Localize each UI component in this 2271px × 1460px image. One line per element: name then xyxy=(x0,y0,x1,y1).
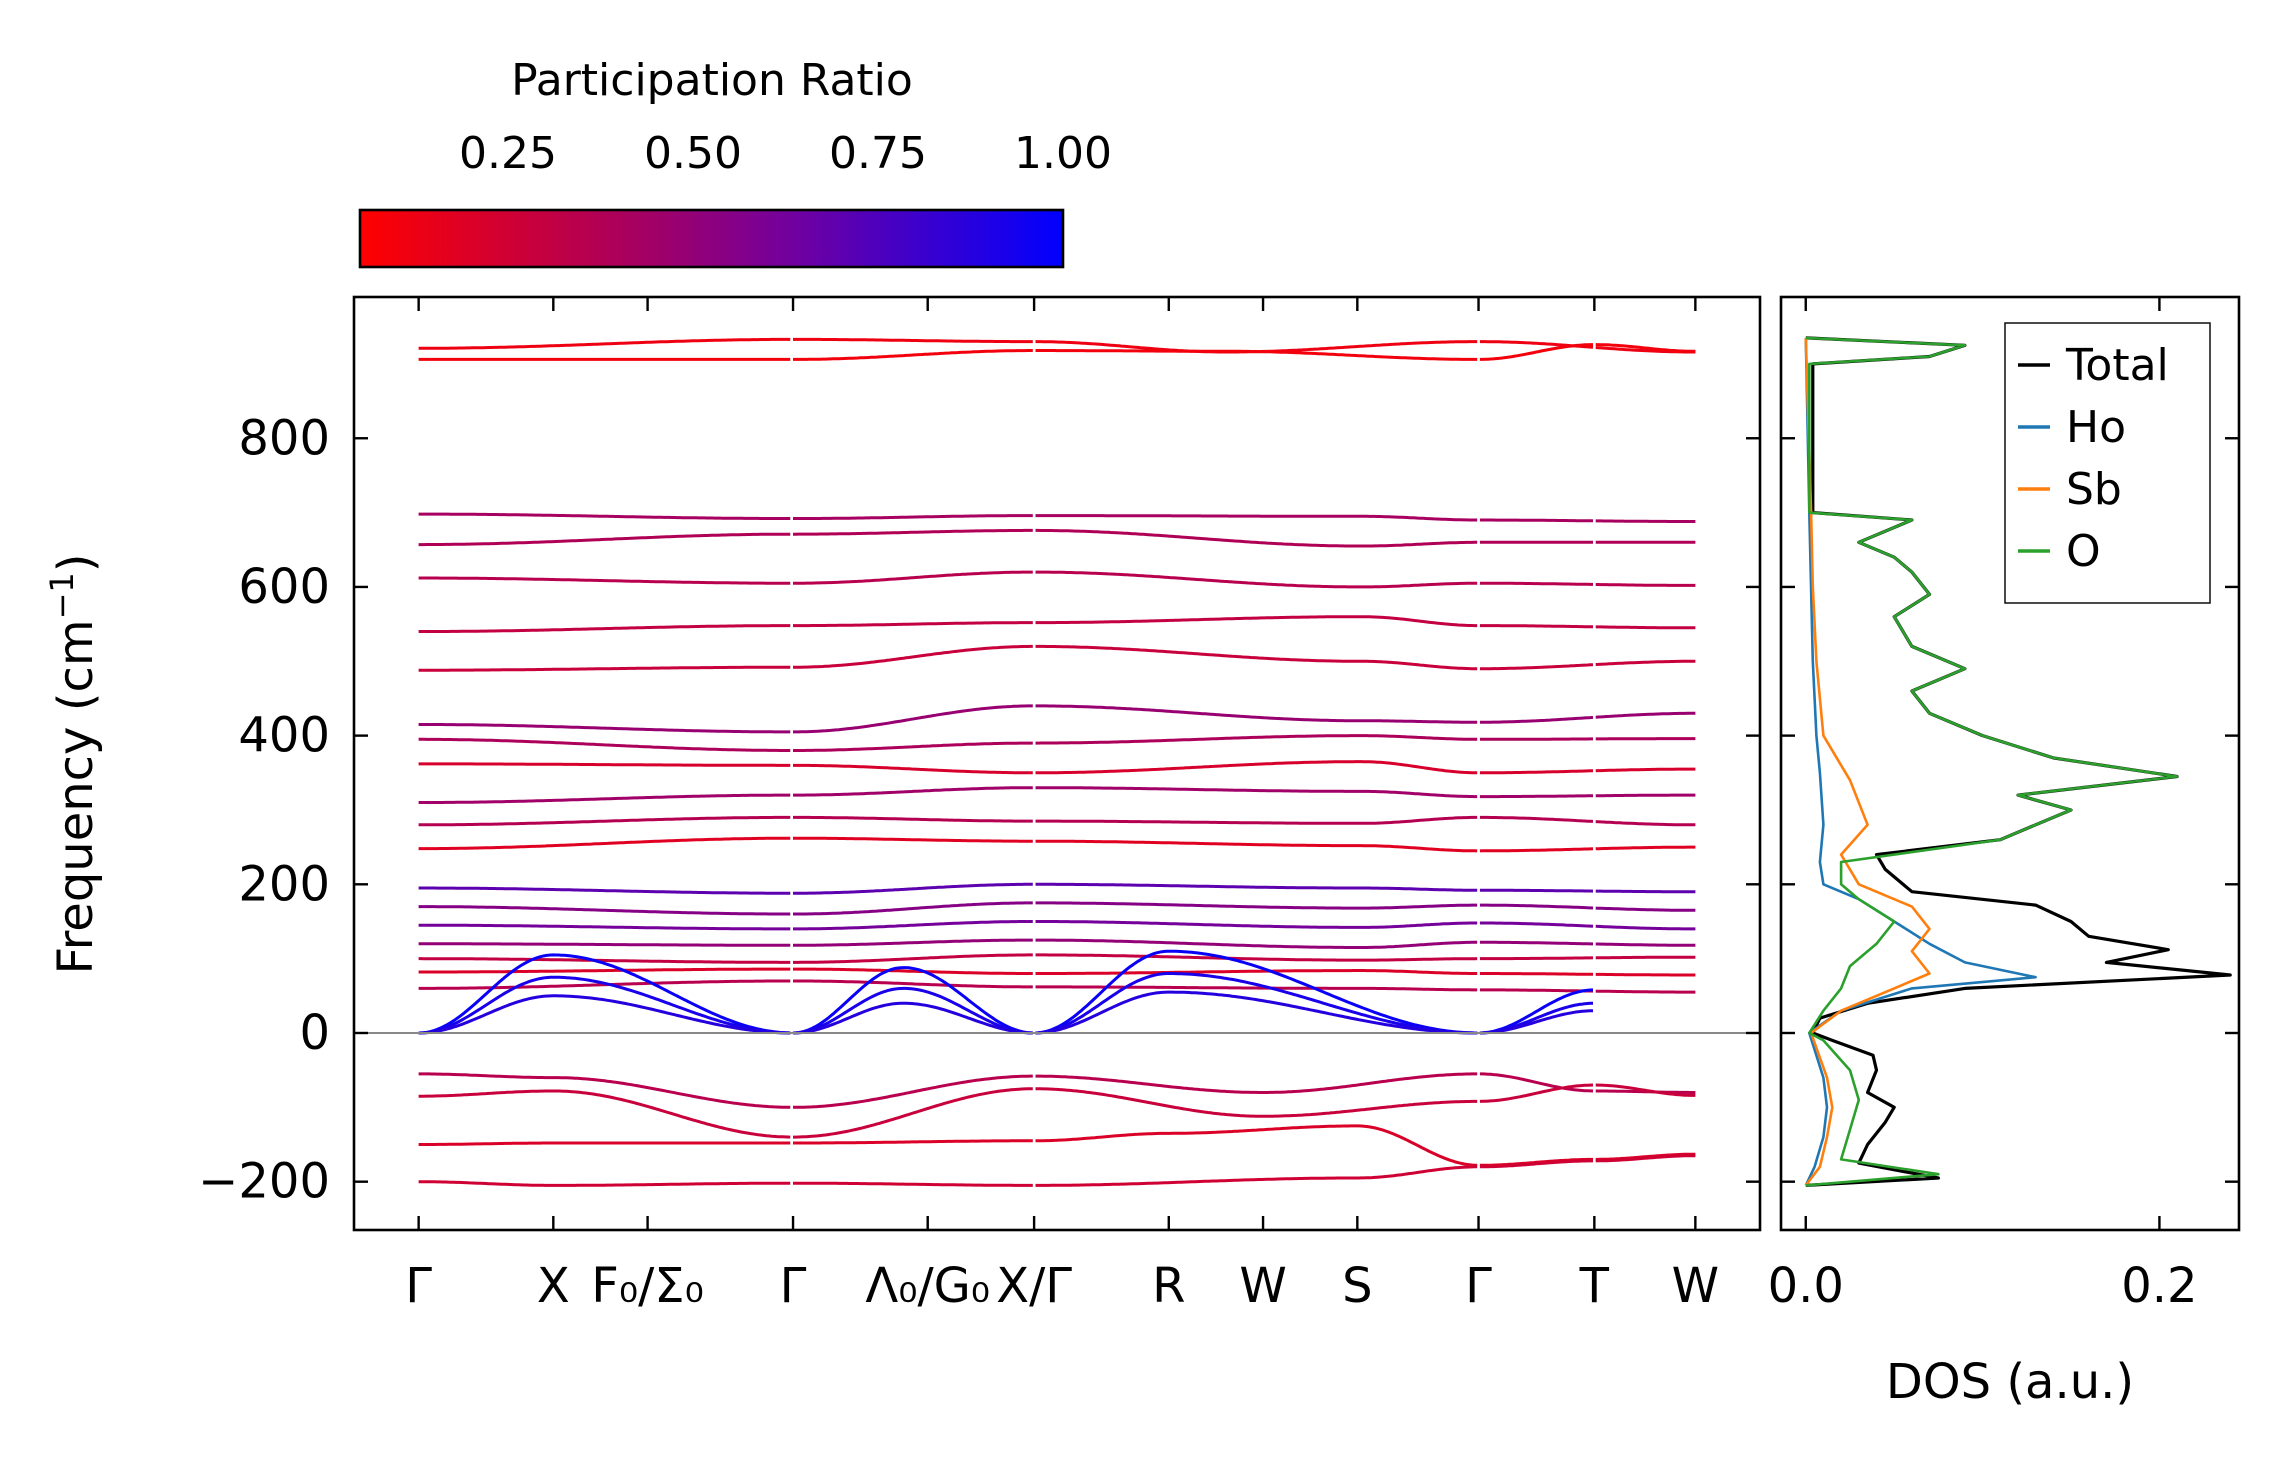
dos-line-o xyxy=(1805,336,2179,1187)
colorbar-title: Participation Ratio xyxy=(511,55,913,106)
legend-label: Sb xyxy=(2066,464,2122,515)
band-line xyxy=(418,920,1696,931)
path-label: Γ xyxy=(780,1258,807,1314)
path-label: X xyxy=(537,1258,570,1314)
y-tick-label: 200 xyxy=(238,856,330,912)
y-tick-label: 600 xyxy=(238,559,330,615)
band-line xyxy=(418,343,1696,361)
colorbar-tick-label: 1.00 xyxy=(1014,128,1112,179)
band-line xyxy=(418,949,1594,1035)
dos-axes-frame xyxy=(1779,295,2241,1232)
path-label: F₀/Σ₀ xyxy=(591,1258,704,1314)
band-line xyxy=(418,644,1696,672)
colorbar-tick-label: 0.25 xyxy=(459,128,557,179)
path-label: Λ₀/G₀ xyxy=(865,1258,990,1314)
path-label: W xyxy=(1672,1258,1719,1314)
colorbar-ticks: 0.25 0.50 0.75 1.00 xyxy=(459,128,1112,267)
path-label: S xyxy=(1342,1258,1372,1314)
dos-legend: Total Ho Sb O xyxy=(2004,322,2211,604)
dos-x-tick-label: 0.0 xyxy=(1768,1258,1844,1314)
band-line xyxy=(418,615,1696,633)
band-line xyxy=(418,979,1696,994)
colorbar-tick-label: 0.50 xyxy=(644,128,742,179)
band-line xyxy=(418,836,1696,853)
y-tick-label: 400 xyxy=(238,708,330,764)
band-line xyxy=(418,901,1696,916)
band-line xyxy=(418,512,1696,523)
y-tick-label: −200 xyxy=(198,1154,330,1210)
band-line xyxy=(418,786,1696,804)
band-line xyxy=(418,1124,1696,1167)
band-line xyxy=(418,953,1696,964)
dos-line-ho xyxy=(1804,337,2037,1186)
band-line xyxy=(418,938,1696,949)
band-line xyxy=(418,528,1696,548)
dos-x-axis-label: DOS (a.u.) xyxy=(1886,1354,2134,1410)
path-label: Γ xyxy=(1465,1258,1492,1314)
path-label: T xyxy=(1579,1258,1610,1314)
band-line xyxy=(418,815,1696,827)
band-line xyxy=(418,1072,1696,1109)
band-line xyxy=(418,882,1696,895)
colorbar xyxy=(358,208,1065,269)
band-line xyxy=(418,1083,1696,1139)
path-label: X/Γ xyxy=(996,1258,1072,1314)
legend-label: Ho xyxy=(2066,402,2126,453)
band-line xyxy=(418,760,1696,775)
legend-label: Total xyxy=(2065,340,2169,391)
band-line xyxy=(418,734,1696,752)
path-label: W xyxy=(1239,1258,1286,1314)
band-axes-frame xyxy=(352,295,1762,1232)
dos-x-tick-label: 0.2 xyxy=(2121,1258,2197,1314)
y-tick-label: 800 xyxy=(238,410,330,466)
band-line xyxy=(418,990,1594,1035)
dos-panel: 0.0 0.2 DOS (a.u.) Total Ho Sb O xyxy=(1768,295,2241,1410)
path-label: R xyxy=(1152,1258,1185,1314)
y-tick-label: 0 xyxy=(299,1005,330,1061)
legend-label: O xyxy=(2066,526,2101,577)
colorbar-tick-label: 0.75 xyxy=(829,128,927,179)
dos-line-sb xyxy=(1804,337,1931,1187)
band-line xyxy=(418,967,1696,977)
band-line xyxy=(418,1154,1696,1187)
band-line xyxy=(418,704,1696,734)
band-line xyxy=(418,570,1696,589)
band-line xyxy=(418,972,1593,1035)
path-label: Γ xyxy=(405,1258,432,1314)
y-axis-label: Frequency (cm−1) xyxy=(43,553,104,974)
